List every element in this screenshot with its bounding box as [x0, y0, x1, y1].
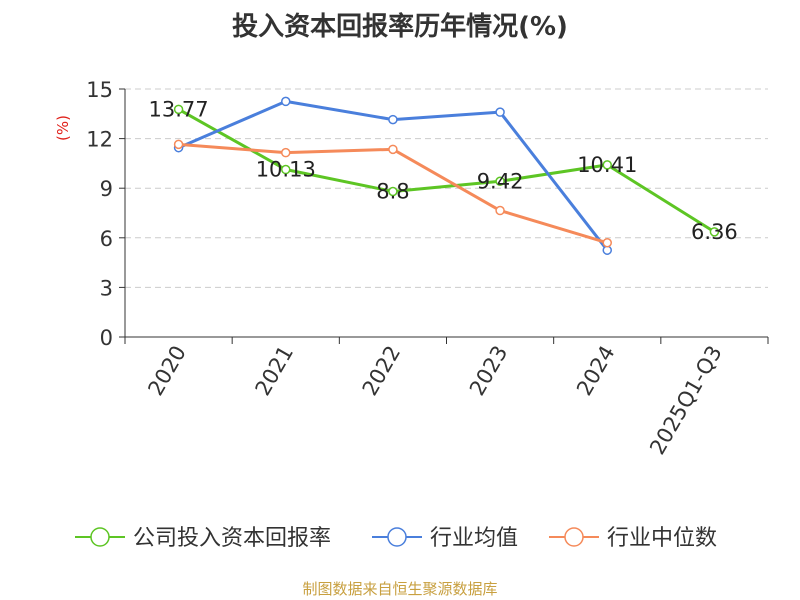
legend-label: 行业中位数 [607, 526, 717, 551]
data-point [173, 104, 184, 115]
data-point [709, 227, 720, 237]
series-lines [173, 96, 720, 255]
x-tick-label: 2020 [143, 342, 191, 400]
legend-marker [90, 527, 110, 547]
y-tick-label: 6 [100, 227, 113, 251]
data-point [281, 147, 291, 158]
x-tick-label: 2023 [465, 342, 513, 400]
data-label: 13.77 [149, 97, 209, 121]
y-tick-label: 3 [100, 276, 113, 300]
data-label: 10.13 [256, 158, 316, 182]
data-label: 8.8 [376, 180, 409, 204]
data-point [388, 114, 398, 125]
data-label: 10.41 [577, 153, 637, 177]
data-point [388, 144, 398, 155]
data-point [281, 164, 291, 175]
data-point [602, 238, 612, 248]
data-point [602, 160, 612, 170]
y-tick-label: 12 [86, 128, 113, 152]
x-tick-label: 2024 [572, 342, 620, 400]
data-label: 6.36 [691, 220, 738, 244]
y-tick-label: 0 [100, 326, 113, 350]
legend-marker [564, 527, 584, 547]
grid-lines [125, 88, 768, 288]
axes: 0 3 6 9 12 15 (%) 2020 2021 2022 2023 2024 2025Q1-Q3 [54, 78, 769, 459]
data-point [173, 139, 184, 150]
source-footer: 制图数据来自恒生聚源数据库 [302, 580, 498, 598]
x-tick-label: 2025Q1-Q3 [645, 342, 727, 459]
data-point [495, 205, 505, 216]
legend-marker [387, 527, 407, 547]
x-tick-label: 2021 [251, 342, 299, 400]
x-tick-label: 2022 [358, 342, 406, 400]
y-tick-label: 15 [86, 78, 113, 102]
y-axis-label: (%) [54, 115, 72, 141]
data-point [388, 186, 398, 197]
data-label: 9.42 [477, 169, 524, 193]
data-point [495, 107, 505, 117]
chart-title: 投入资本回报率历年情况(%) [232, 12, 568, 42]
data-point [281, 96, 291, 107]
series-line [177, 108, 716, 234]
legend-label: 公司投入资本回报率 [133, 526, 331, 551]
legend-label: 行业均值 [430, 526, 518, 551]
legend: 公司投入资本回报率 行业均值 行业中位数 [75, 526, 717, 551]
data-point [495, 176, 505, 187]
data-labels: 13.77 10.13 8.8 9.42 10.41 6.36 [149, 97, 738, 244]
y-tick-label: 9 [100, 177, 113, 201]
